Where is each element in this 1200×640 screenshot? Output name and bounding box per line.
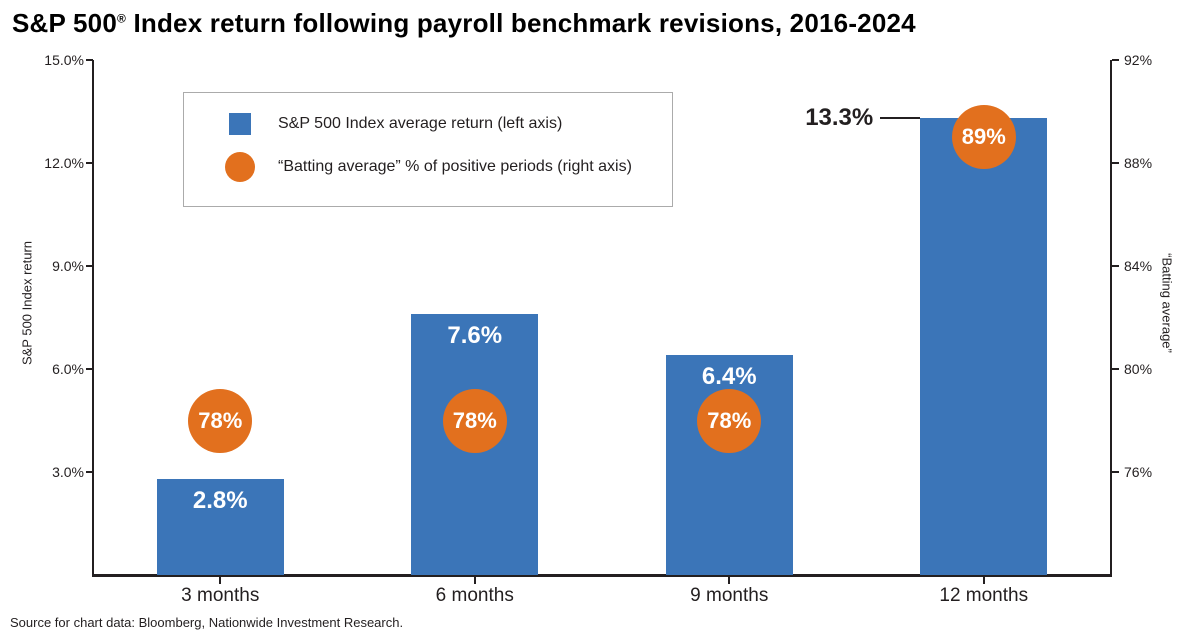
bar-3-months: [156, 478, 284, 575]
legend-item-label: S&P 500 Index average return (left axis): [278, 115, 563, 132]
registered-trademark-symbol: ®: [117, 11, 127, 26]
bar-value-label: 7.6%: [447, 322, 503, 350]
bar-value-label: 2.8%: [192, 486, 248, 514]
chart-title-rest: Index return following payroll benchmark…: [126, 8, 916, 38]
batting-average-dot: 78%: [188, 388, 253, 453]
callout-value-label: 13.3%: [805, 104, 874, 132]
right-axis-tick-label: 88%: [1124, 155, 1153, 171]
left-axis-tick: [86, 471, 93, 473]
right-axis-title: “Batting average”: [1159, 253, 1175, 353]
x-axis-category-label: 6 months: [435, 585, 514, 606]
right-axis-tick: [1112, 162, 1119, 164]
batting-average-dot: 78%: [442, 388, 507, 453]
right-axis-tick: [1112, 59, 1119, 61]
chart-title-main: S&P 500: [12, 8, 117, 38]
source-note: Source for chart data: Bloomberg, Nation…: [10, 615, 404, 630]
chart-title: S&P 500® Index return following payroll …: [12, 8, 916, 39]
x-axis-tick: [982, 577, 985, 584]
left-axis-tick: [86, 59, 93, 61]
left-axis-tick-label: 3.0%: [52, 464, 84, 480]
left-axis-tick-label: 12.0%: [44, 155, 84, 171]
x-axis-category-label: 9 months: [690, 585, 769, 606]
right-axis-tick: [1112, 265, 1119, 267]
right-axis-tick: [1112, 368, 1119, 370]
legend-square-marker: [222, 113, 258, 135]
right-axis-line: [1110, 60, 1112, 575]
left-axis-tick-label: 9.0%: [52, 258, 84, 274]
left-axis-tick: [86, 368, 93, 370]
left-axis-tick-label: 15.0%: [44, 52, 84, 68]
legend-item-label: “Batting average” % of positive periods …: [278, 158, 632, 175]
right-axis-tick-label: 92%: [1124, 52, 1153, 68]
x-axis-tick: [219, 577, 222, 584]
batting-average-dot: 89%: [951, 105, 1016, 170]
x-axis-tick: [728, 577, 731, 584]
left-axis-tick: [86, 265, 93, 267]
legend-circle-marker: [222, 152, 258, 182]
left-axis-tick: [86, 162, 93, 164]
bar-value-callout: 13.3%: [805, 104, 921, 132]
right-axis-tick-label: 76%: [1124, 464, 1153, 480]
batting-average-dot: 78%: [697, 388, 762, 453]
x-axis-category-label: 12 months: [939, 585, 1029, 606]
bar-12-months: [920, 118, 1048, 575]
bar-value-label: 6.4%: [701, 363, 757, 391]
right-axis-tick: [1112, 471, 1119, 473]
legend-box: S&P 500 Index average return (left axis)…: [183, 92, 673, 207]
x-axis-category-label: 3 months: [181, 585, 260, 606]
legend-item-sp500-return: S&P 500 Index average return (left axis): [222, 113, 562, 135]
x-axis-line: [92, 574, 1112, 577]
right-axis-tick-label: 84%: [1124, 258, 1153, 274]
right-axis-tick-label: 80%: [1124, 361, 1153, 377]
left-axis-line: [92, 60, 94, 575]
left-axis-tick-label: 6.0%: [52, 361, 84, 377]
x-axis-tick: [473, 577, 476, 584]
callout-connector-line: [880, 117, 921, 120]
legend-item-batting-average: “Batting average” % of positive periods …: [222, 152, 632, 182]
